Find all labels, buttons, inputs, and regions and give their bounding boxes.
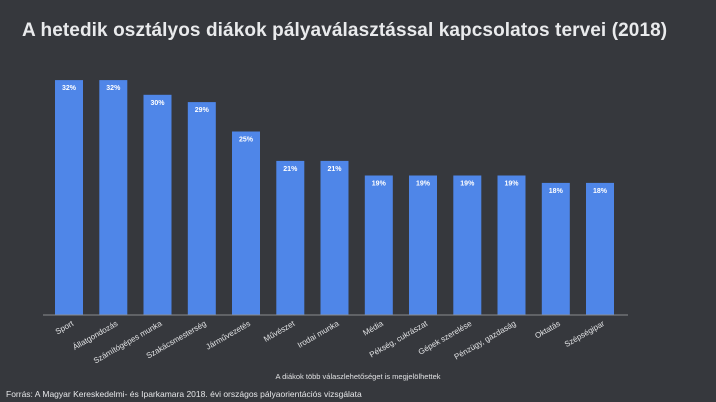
- bars-group: [55, 80, 614, 315]
- bar-8: [409, 175, 437, 315]
- bar-3: [187, 102, 216, 315]
- bar-2: [143, 94, 172, 315]
- bar-1: [99, 80, 128, 315]
- x-tick-label-7: Média: [361, 319, 385, 338]
- bar-value-label-3: 29%: [195, 107, 210, 114]
- bar-value-label-5: 21%: [283, 166, 298, 173]
- bar-value-label-1: 32%: [106, 85, 121, 92]
- x-tick-label-6: Irodai munka: [296, 319, 341, 350]
- bar-11: [541, 182, 570, 315]
- chart-note: A diákok több válaszlehetőséget is megje…: [275, 372, 441, 381]
- bar-value-label-2: 30%: [150, 100, 165, 107]
- bar-12: [586, 182, 614, 315]
- value-labels-group: 32% 32% 30% 29% 25% 21% 21% 19% 19% 19% 19% 18% 18%: [62, 85, 608, 195]
- x-tick-label-0: Sport: [54, 319, 76, 337]
- bar-value-label-6: 21%: [327, 166, 342, 173]
- bar-6: [320, 160, 349, 315]
- bar-4: [232, 131, 260, 315]
- x-tick-label-5: Művészet: [262, 319, 297, 344]
- bar-value-label-11: 18%: [549, 188, 564, 195]
- bar-value-label-10: 19%: [504, 181, 519, 188]
- bar-value-label-12: 18%: [593, 188, 608, 195]
- x-tick-label-11: Oktatás: [533, 319, 561, 341]
- bar-10: [497, 175, 526, 315]
- bar-9: [453, 175, 482, 315]
- bar-value-label-0: 32%: [62, 85, 77, 92]
- x-tick-label-12: Szépségipar: [563, 319, 606, 349]
- bar-value-label-4: 25%: [239, 137, 254, 144]
- x-tick-label-4: Járművezetés: [204, 319, 252, 352]
- chart-title: A hetedik osztályos diákok pályaválasztá…: [22, 20, 668, 41]
- bar-7: [364, 175, 393, 315]
- bar-5: [276, 160, 305, 315]
- bar-0: [55, 80, 83, 315]
- bar-value-label-7: 19%: [372, 181, 387, 188]
- bar-value-label-8: 19%: [416, 181, 431, 188]
- source-text: Forrás: A Magyar Kereskedelmi- és Iparka…: [6, 389, 362, 399]
- bar-value-label-9: 19%: [460, 181, 475, 188]
